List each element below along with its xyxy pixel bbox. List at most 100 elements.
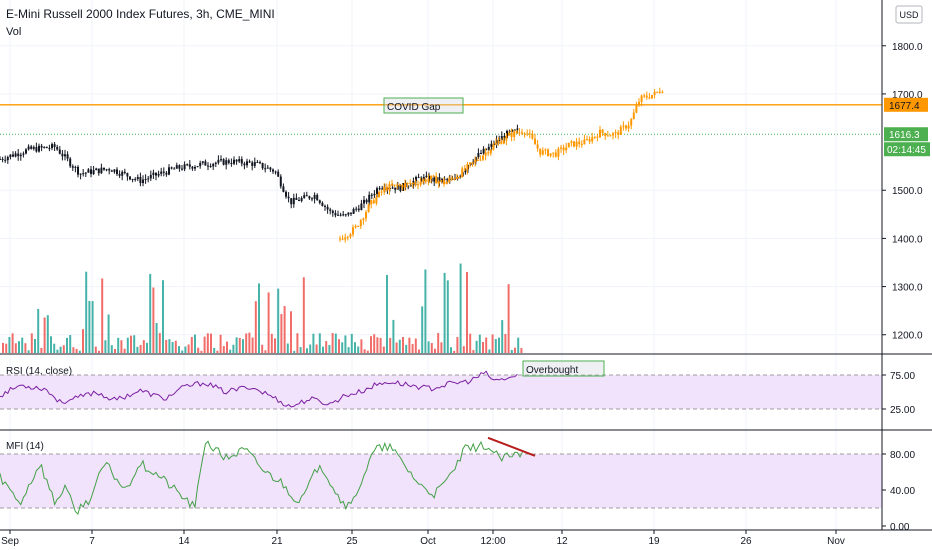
candle-body — [136, 176, 139, 180]
time-tick-label: 19 — [648, 536, 660, 547]
candle-body — [511, 129, 514, 132]
candle-body — [165, 172, 168, 175]
candle-body — [495, 139, 498, 145]
volume-bar — [370, 336, 372, 353]
price-tick-label: 1200.0 — [892, 331, 923, 342]
candle-body — [51, 144, 53, 149]
candle-body — [376, 188, 378, 194]
candle-body — [248, 161, 251, 163]
candle-body — [480, 152, 482, 154]
candle-body — [131, 178, 134, 180]
grid — [0, 0, 882, 530]
candle-body — [350, 212, 352, 214]
volume-bar — [421, 306, 424, 353]
volume-bar — [270, 333, 273, 353]
candle-body — [316, 194, 319, 201]
candle-body — [238, 159, 241, 162]
mfi-band — [0, 454, 882, 508]
mfi-trend-line[interactable] — [487, 436, 536, 457]
candle-body — [435, 176, 438, 184]
volume-bar — [482, 342, 484, 353]
candle-body — [341, 238, 344, 240]
time-tick-label: 25 — [346, 536, 358, 547]
candle-body — [596, 136, 599, 138]
volume-bar — [360, 339, 363, 353]
candle-body — [362, 218, 365, 221]
candle-body — [547, 149, 549, 156]
volume-bar — [37, 308, 40, 353]
candle-body — [222, 159, 225, 165]
volume-bar — [306, 348, 308, 353]
candle-body — [448, 178, 451, 183]
candle-body — [35, 147, 38, 152]
candle-body — [368, 194, 371, 203]
volume-bar — [443, 272, 446, 353]
candle-body — [217, 159, 220, 163]
candle-body — [181, 168, 183, 170]
candle-body — [30, 146, 33, 149]
candle-body — [471, 162, 474, 164]
candle-body — [458, 176, 461, 178]
candle-body — [168, 167, 170, 175]
candle-body — [544, 149, 547, 151]
volume-bar — [2, 342, 4, 353]
covid-gap-label[interactable]: COVID Gap — [383, 97, 464, 114]
volume-bar — [200, 350, 203, 353]
candle-body — [209, 165, 212, 167]
candle-body — [609, 135, 612, 137]
candle-body — [58, 149, 61, 154]
candle-body — [108, 169, 111, 171]
candle-body — [199, 162, 202, 167]
candle-body — [48, 148, 51, 150]
candles — [0, 87, 664, 243]
candle-body — [503, 136, 506, 139]
volume-bar — [334, 333, 337, 353]
volume-bar — [514, 347, 516, 353]
time-axis[interactable]: Sep 7 14 21 25 Oct 12:00 12 19 26 Nov — [1, 530, 845, 547]
candle-body — [357, 226, 360, 228]
candle-body — [425, 175, 428, 177]
volume-bar — [123, 348, 126, 353]
candle-body — [464, 169, 467, 173]
volume-bar — [504, 333, 507, 353]
candle-body — [489, 149, 492, 154]
volume-bar — [338, 339, 340, 353]
volume-bar — [43, 317, 46, 353]
candle-body — [446, 179, 449, 181]
price-tick-label: 1700.0 — [892, 90, 923, 101]
currency-button[interactable]: USD — [895, 5, 923, 24]
overbought-label[interactable]: Overbought — [522, 360, 605, 377]
volume-bar — [405, 344, 408, 353]
candle-body — [32, 147, 35, 149]
candle-body — [367, 204, 370, 213]
price-pane[interactable]: COVID Gap — [0, 87, 882, 353]
volume-bar — [261, 344, 264, 353]
mfi-pane[interactable]: MFI (14) — [0, 436, 882, 515]
candle-body — [272, 169, 274, 172]
volume-bar — [114, 348, 116, 353]
volume-bar — [315, 344, 318, 353]
volume-bar — [158, 333, 161, 353]
candle-body — [617, 132, 620, 135]
candle-body — [381, 188, 384, 190]
volume-bar — [30, 333, 33, 353]
volume-bar — [478, 334, 481, 353]
candle-body — [337, 214, 339, 216]
candle-body — [22, 153, 25, 155]
volume-bar — [267, 292, 270, 353]
candle-body — [430, 177, 433, 182]
price-axis-ticks[interactable]: 1800.0 1700.0 1500.0 1400.0 1300.0 1200.0 75.0… — [882, 42, 923, 533]
candle-body — [233, 159, 235, 164]
candle-body — [450, 178, 453, 180]
volume-bar — [264, 350, 267, 353]
candle-body — [492, 144, 495, 150]
candle-body — [422, 179, 425, 182]
candle-body — [370, 194, 373, 196]
volume-bar — [130, 335, 132, 353]
candle-body — [90, 169, 92, 174]
time-tick-label: 14 — [178, 536, 190, 547]
candle-body — [370, 200, 373, 205]
rsi-pane[interactable]: Overbought RSI (14, close) — [0, 360, 882, 410]
candle-body — [541, 150, 544, 155]
